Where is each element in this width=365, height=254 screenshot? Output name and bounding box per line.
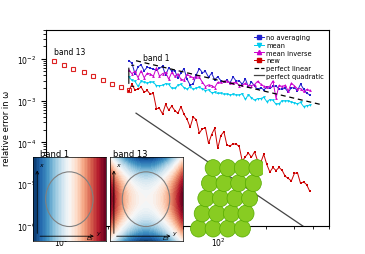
Ellipse shape: [216, 175, 232, 192]
Text: $y$: $y$: [96, 229, 101, 237]
Ellipse shape: [194, 205, 210, 222]
Ellipse shape: [220, 160, 236, 177]
Ellipse shape: [234, 220, 250, 237]
Text: $x$: $x$: [116, 162, 122, 169]
Ellipse shape: [201, 175, 218, 192]
Ellipse shape: [242, 190, 258, 207]
Text: $E_x$: $E_x$: [86, 233, 94, 242]
Ellipse shape: [212, 190, 228, 207]
Text: band 13: band 13: [54, 48, 85, 57]
Ellipse shape: [223, 205, 239, 222]
Ellipse shape: [227, 190, 243, 207]
Ellipse shape: [245, 175, 261, 192]
Text: band 13: band 13: [113, 149, 148, 158]
Ellipse shape: [231, 175, 247, 192]
Text: $x$: $x$: [39, 162, 45, 169]
Text: band 1: band 1: [143, 54, 169, 62]
Text: $y$: $y$: [172, 229, 178, 237]
Ellipse shape: [205, 160, 221, 177]
Text: band 1: band 1: [40, 149, 69, 158]
Ellipse shape: [238, 205, 254, 222]
Ellipse shape: [234, 160, 250, 177]
Ellipse shape: [191, 220, 207, 237]
Ellipse shape: [249, 160, 265, 177]
Y-axis label: relative error in ω: relative error in ω: [2, 91, 11, 166]
Ellipse shape: [205, 220, 221, 237]
Ellipse shape: [209, 205, 225, 222]
Legend: no averaging, mean, mean inverse, new, perfect linear, perfect quadratic: no averaging, mean, mean inverse, new, p…: [253, 34, 325, 81]
Ellipse shape: [220, 220, 236, 237]
Text: $E_x$: $E_x$: [162, 233, 171, 242]
Ellipse shape: [198, 190, 214, 207]
